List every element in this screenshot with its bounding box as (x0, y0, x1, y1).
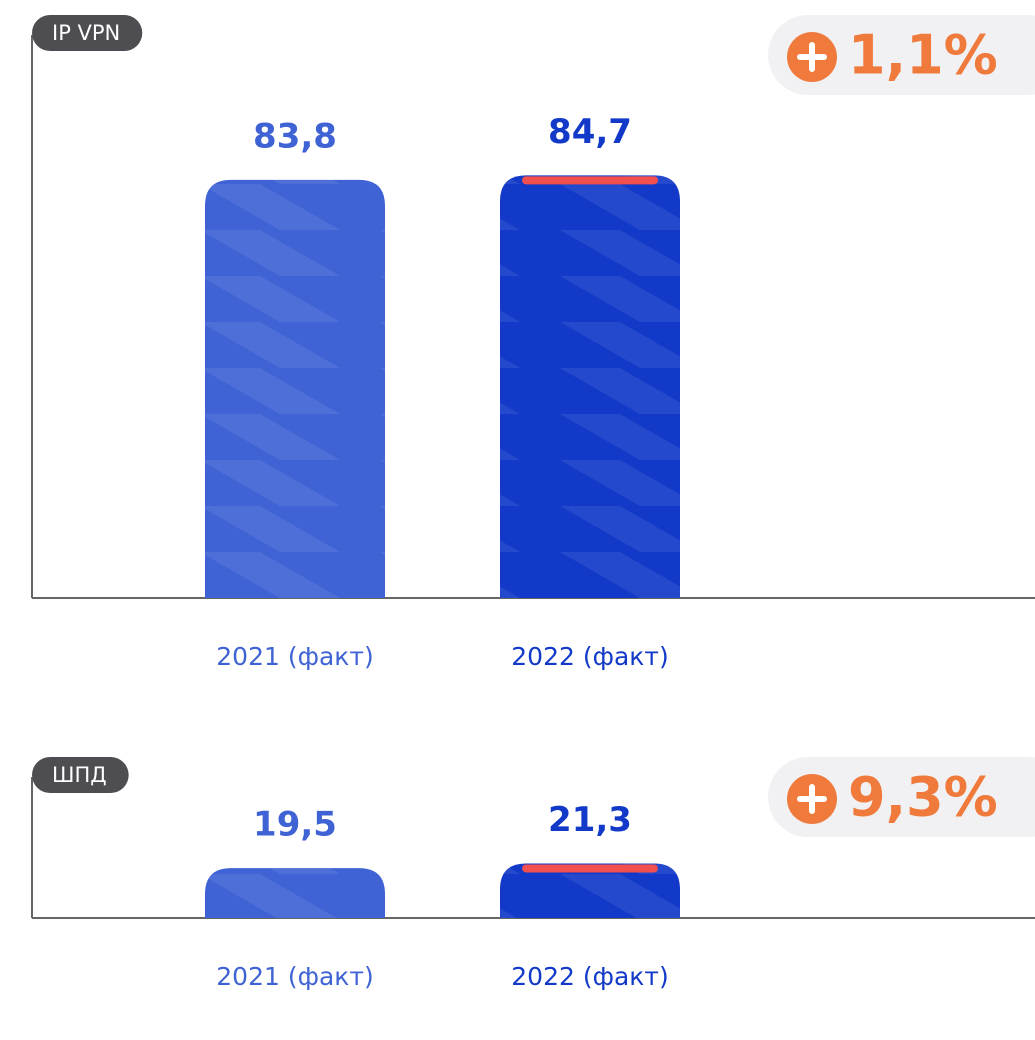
badge-plus (797, 784, 827, 814)
x-tick-label: 2021 (факт) (216, 962, 373, 991)
tag-label: IP VPN (52, 21, 120, 45)
badge-value: 9,3% (848, 766, 998, 829)
bar-pattern (500, 175, 680, 599)
badge-value: 1,1% (848, 24, 998, 87)
badge-plus (797, 42, 827, 72)
bar-highlight (522, 864, 658, 873)
x-tick-label: 2021 (факт) (216, 642, 373, 671)
tag (32, 757, 129, 793)
bar-pattern (205, 868, 385, 918)
tag-label: ШПД (52, 763, 107, 787)
tag (32, 15, 143, 51)
bar-highlight (522, 176, 658, 185)
value-label: 21,3 (548, 800, 632, 840)
badge (768, 757, 1035, 837)
badge (768, 15, 1035, 95)
value-label: 83,8 (253, 116, 337, 156)
value-label: 84,7 (548, 112, 632, 152)
value-label: 19,5 (253, 805, 337, 845)
bar-pattern (500, 863, 680, 918)
bar-pattern (205, 179, 385, 598)
x-tick-label: 2022 (факт) (511, 642, 668, 671)
x-tick-label: 2022 (факт) (511, 962, 668, 991)
